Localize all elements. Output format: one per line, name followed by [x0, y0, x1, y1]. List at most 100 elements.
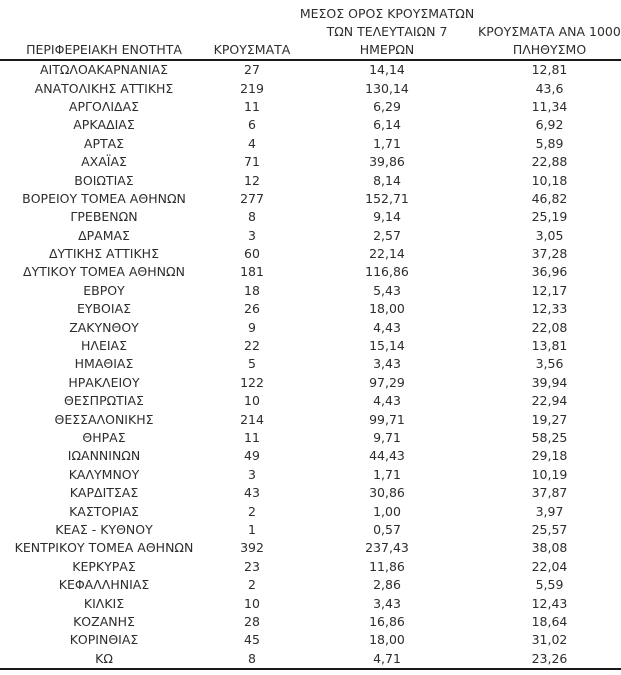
- cell-region: ΕΒΡΟΥ: [83, 282, 125, 298]
- table-row: ΚΑΛΥΜΝΟΥ 3 1,71 10,19: [0, 466, 621, 484]
- cell-cases: 8: [248, 650, 256, 666]
- cell-cases: 43: [244, 485, 260, 501]
- cell-per100k: 19,27: [531, 411, 568, 427]
- column-header-per100k-line2: ΠΛΗΘΥΣΜΟ: [512, 42, 587, 57]
- cell-region: ΑΙΤΩΛΟΑΚΑΡΝΑΝΙΑΣ: [39, 62, 169, 78]
- cell-cases: 71: [244, 154, 260, 170]
- cell-cases: 5: [248, 356, 256, 372]
- table-row: ΑΡΤΑΣ 4 1,71 5,89: [0, 135, 621, 153]
- cell-avg7: 11,86: [369, 558, 405, 574]
- cell-region: ΙΩΑΝΝΙΝΩΝ: [67, 448, 141, 464]
- table-row: ΙΩΑΝΝΙΝΩΝ 49 44,43 29,18: [0, 447, 621, 465]
- cell-avg7: 6,14: [373, 117, 401, 133]
- cell-avg7: 97,29: [369, 374, 405, 390]
- cell-avg7: 1,71: [373, 135, 401, 151]
- cell-cases: 9: [248, 319, 256, 335]
- cell-cases: 60: [244, 246, 260, 262]
- cell-avg7: 2,86: [373, 577, 401, 593]
- cell-region: ΒΟΙΩΤΙΑΣ: [74, 172, 134, 188]
- cell-avg7: 1,71: [373, 466, 401, 482]
- cell-per100k: 25,57: [531, 521, 568, 537]
- cell-avg7: 9,14: [373, 209, 401, 225]
- table-row: ΑΙΤΩΛΟΑΚΑΡΝΑΝΙΑΣ 27 14,14 12,81: [0, 61, 621, 79]
- cell-avg7: 4,43: [373, 319, 401, 335]
- cell-per100k: 22,88: [531, 154, 568, 170]
- cell-cases: 3: [248, 227, 256, 243]
- table-row: ΚΕΡΚΥΡΑΣ 23 11,86 22,04: [0, 558, 621, 576]
- cell-avg7: 3,43: [373, 356, 401, 372]
- table-row: ΚΕΦΑΛΛΗΝΙΑΣ 2 2,86 5,59: [0, 576, 621, 594]
- cell-region: ΑΧΑΪΑΣ: [81, 154, 127, 170]
- cell-cases: 11: [244, 98, 260, 114]
- cell-region: ΗΜΑΘΙΑΣ: [74, 356, 134, 372]
- cell-per100k: 12,33: [531, 301, 568, 317]
- cell-avg7: 99,71: [369, 411, 405, 427]
- cell-cases: 22: [244, 338, 260, 354]
- cell-cases: 3: [248, 466, 256, 482]
- cell-per100k: 31,02: [531, 632, 568, 648]
- cell-region: ΔΥΤΙΚΗΣ ΑΤΤΙΚΗΣ: [49, 246, 159, 262]
- cell-region: ΚΕΝΤΡΙΚΟΥ ΤΟΜΕΑ ΑΘΗΝΩΝ: [14, 540, 194, 556]
- table-row: ΚΟΡΙΝΘΙΑΣ 45 18,00 31,02: [0, 631, 621, 649]
- cell-cases: 45: [244, 632, 260, 648]
- cell-cases: 27: [244, 62, 260, 78]
- cell-region: ΕΥΒΟΙΑΣ: [76, 301, 132, 317]
- cell-avg7: 30,86: [369, 485, 405, 501]
- cell-cases: 10: [244, 393, 260, 409]
- table-row: ΘΕΣΠΡΩΤΙΑΣ 10 4,43 22,94: [0, 392, 621, 410]
- table-row: ΒΟΡΕΙΟΥ ΤΟΜΕΑ ΑΘΗΝΩΝ 277 152,71 46,82: [0, 190, 621, 208]
- cell-per100k: 12,43: [531, 595, 568, 611]
- column-header-avg7-line3: ΗΜΕΡΩΝ: [359, 42, 415, 57]
- table-row: ΖΑΚΥΝΘΟΥ 9 4,43 22,08: [0, 318, 621, 336]
- cell-region: ΘΕΣΠΡΩΤΙΑΣ: [64, 393, 144, 409]
- cell-region: ΗΛΕΙΑΣ: [81, 338, 127, 354]
- cell-region: ΗΡΑΚΛΕΙΟΥ: [68, 374, 140, 390]
- cell-avg7: 16,86: [369, 613, 405, 629]
- table-row: ΓΡΕΒΕΝΩΝ 8 9,14 25,19: [0, 208, 621, 226]
- column-header-cases: ΚΡΟΥΣΜΑΤΑ: [208, 41, 296, 59]
- cell-per100k: 43,6: [535, 80, 564, 96]
- cell-per100k: 12,17: [531, 282, 568, 298]
- cell-region: ΚΑΣΤΟΡΙΑΣ: [69, 503, 139, 519]
- table-row: ΑΡΓΟΛΙΔΑΣ 11 6,29 11,34: [0, 98, 621, 116]
- cell-avg7: 1,00: [373, 503, 401, 519]
- cell-avg7: 9,71: [373, 430, 401, 445]
- cell-avg7: 15,14: [369, 338, 405, 354]
- cell-avg7: 44,43: [369, 448, 405, 464]
- table-row: ΚΕΑΣ - ΚΥΘΝΟΥ 1 0,57 25,57: [0, 521, 621, 539]
- cell-cases: 6: [248, 117, 256, 133]
- cell-region: ΚΕΦΑΛΛΗΝΙΑΣ: [58, 577, 150, 593]
- table-row: ΘΕΣΣΑΛΟΝΙΚΗΣ 214 99,71 19,27: [0, 410, 621, 428]
- table-row: ΚΙΛΚΙΣ 10 3,43 12,43: [0, 594, 621, 612]
- cell-cases: 2: [248, 577, 256, 593]
- table-row: ΚΕΝΤΡΙΚΟΥ ΤΟΜΕΑ ΑΘΗΝΩΝ 392 237,43 38,08: [0, 539, 621, 557]
- cell-region: ΓΡΕΒΕΝΩΝ: [70, 209, 138, 225]
- cell-avg7: 6,29: [373, 98, 401, 114]
- cell-cases: 26: [244, 301, 260, 317]
- cell-per100k: 10,19: [531, 466, 568, 482]
- cell-per100k: 58,25: [531, 430, 568, 445]
- column-header-avg7: ΜΕΣΟΣ ΟΡΟΣ ΚΡΟΥΣΜΑΤΩΝ ΤΩΝ ΤΕΛΕΥΤΑΙΩΝ 7 Η…: [296, 5, 478, 59]
- cell-cases: 277: [240, 190, 264, 206]
- cell-per100k: 3,97: [535, 503, 564, 519]
- cell-region: ΚΑΡΔΙΤΣΑΣ: [69, 485, 139, 501]
- cell-per100k: 11,34: [531, 98, 568, 114]
- cell-region: ΑΝΑΤΟΛΙΚΗΣ ΑΤΤΙΚΗΣ: [34, 80, 174, 96]
- table-row: ΔΥΤΙΚΗΣ ΑΤΤΙΚΗΣ 60 22,14 37,28: [0, 245, 621, 263]
- cell-per100k: 5,59: [535, 577, 564, 593]
- cell-per100k: 38,08: [531, 540, 568, 556]
- cell-cases: 23: [244, 558, 260, 574]
- column-header-per100k-line1: ΚΡΟΥΣΜΑΤΑ ΑΝΑ 100000: [478, 24, 621, 39]
- cell-cases: 392: [240, 540, 264, 556]
- cell-avg7: 4,71: [373, 650, 401, 666]
- cell-region: ΖΑΚΥΝΘΟΥ: [69, 319, 139, 335]
- column-header-region-label: ΠΕΡΙΦΕΡΕΙΑΚΗ ΕΝΟΤΗΤΑ: [26, 42, 182, 57]
- cell-cases: 2: [248, 503, 256, 519]
- cell-per100k: 36,96: [531, 264, 568, 280]
- table-body: ΑΙΤΩΛΟΑΚΑΡΝΑΝΙΑΣ 27 14,14 12,81 ΑΝΑΤΟΛΙΚΗΣ Α…: [0, 61, 621, 670]
- cell-avg7: 18,00: [369, 632, 405, 648]
- cell-region: ΚΩ: [95, 650, 113, 666]
- table-row: ΚΑΡΔΙΤΣΑΣ 43 30,86 37,87: [0, 484, 621, 502]
- cell-per100k: 6,92: [535, 117, 564, 133]
- table-row: ΗΡΑΚΛΕΙΟΥ 122 97,29 39,94: [0, 374, 621, 392]
